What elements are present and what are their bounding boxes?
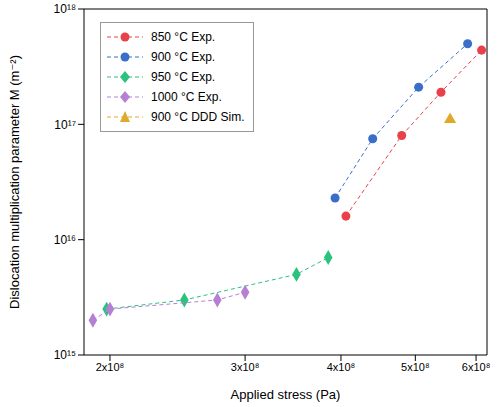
svg-text:Applied stress (Pa): Applied stress (Pa)	[231, 387, 341, 402]
svg-text:5x10⁸: 5x10⁸	[401, 361, 430, 373]
html-text:900 °C DDD Sim.: 900 °C DDD Sim.	[151, 110, 245, 124]
html-text:850 °C Exp.: 850 °C Exp.	[151, 30, 216, 44]
svg-text:2x10⁸: 2x10⁸	[96, 361, 125, 373]
html-text:950 °C Exp.: 950 °C Exp.	[151, 70, 216, 84]
svg-text:10¹⁶: 10¹⁶	[54, 233, 76, 247]
svg-text:4x10⁸: 4x10⁸	[327, 361, 356, 373]
svg-text:10¹⁸: 10¹⁸	[54, 2, 76, 16]
svg-text:10¹⁷: 10¹⁷	[54, 118, 76, 132]
svg-text:Dislocation multiplication par: Dislocation multiplication parameter M (…	[8, 55, 22, 309]
html-text:1000 °C Exp.: 1000 °C Exp.	[151, 90, 222, 104]
svg-text:10¹⁵: 10¹⁵	[54, 348, 76, 362]
svg-text:6x10⁸: 6x10⁸	[462, 361, 491, 373]
svg-text:3x10⁸: 3x10⁸	[231, 361, 260, 373]
html-text:900 °C Exp.: 900 °C Exp.	[151, 50, 216, 64]
